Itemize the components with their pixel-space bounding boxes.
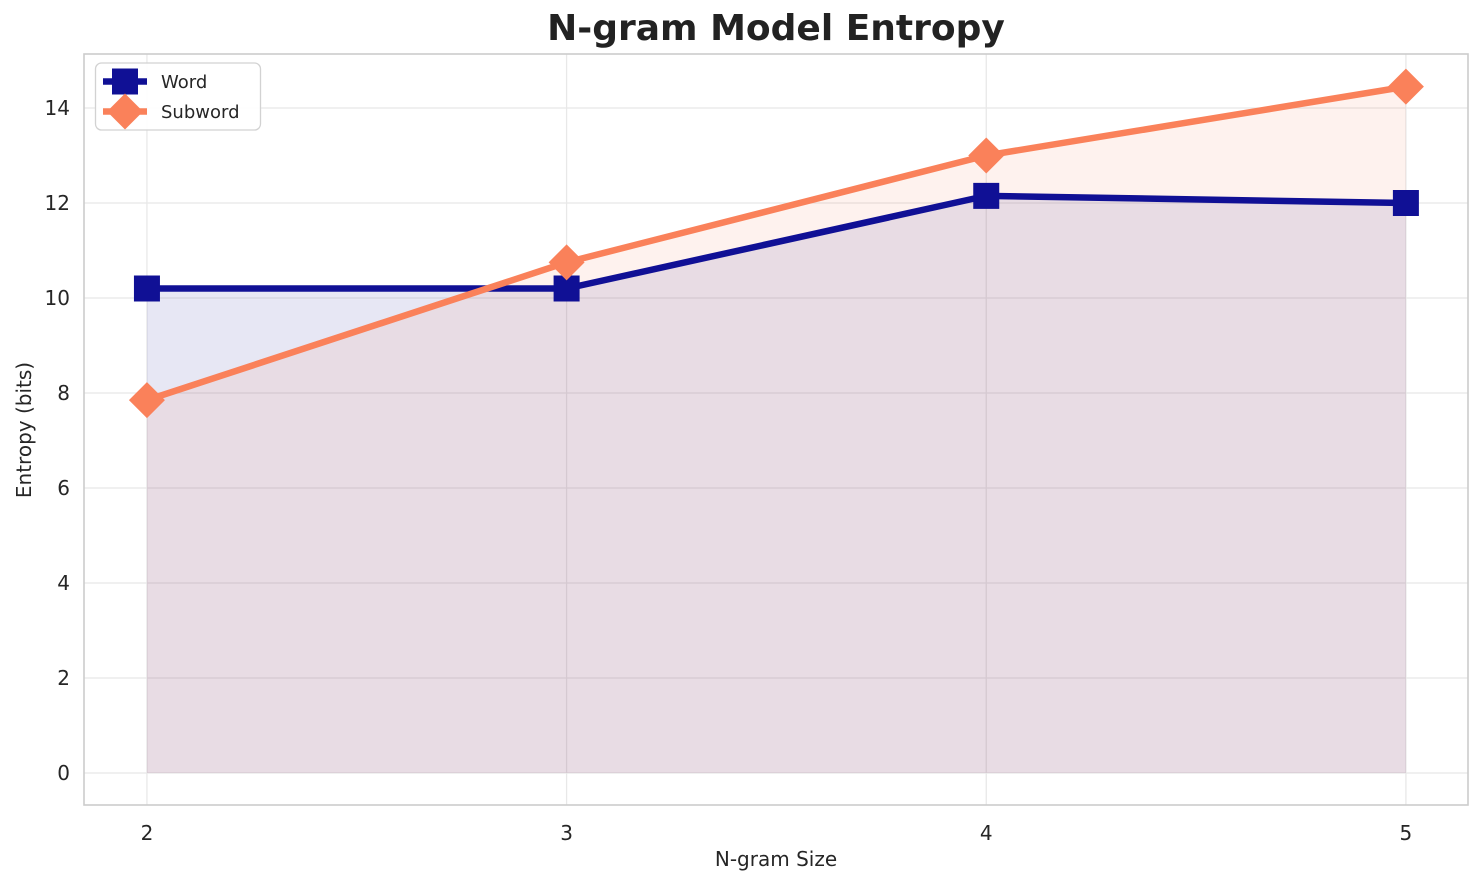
diamond-marker: [128, 382, 165, 419]
y-tick-label: 14: [45, 96, 70, 120]
legend-square-marker: [112, 68, 138, 95]
series-subword-fill: [146, 86, 1406, 773]
chart-title: N-gram Model Entropy: [547, 8, 1005, 49]
x-tick-labels: 2 3 4 5: [141, 821, 1413, 845]
square-marker: [973, 182, 1000, 209]
legend-item-subword: Subword: [103, 93, 240, 130]
x-tick-label: 4: [980, 821, 993, 845]
y-tick-label: 8: [57, 381, 70, 405]
series-line: [145, 83, 1407, 404]
diamond-marker: [968, 137, 1005, 174]
legend: Word Subword: [94, 62, 262, 131]
y-tick-label: 6: [57, 476, 70, 500]
series-word-fill: [146, 195, 1406, 773]
y-axis-label: Entropy (bits): [12, 362, 36, 498]
series-line: [146, 192, 1406, 292]
legend-diamond-marker: [107, 93, 143, 130]
x-axis-label: N-gram Size: [715, 847, 837, 871]
y-tick-label: 4: [57, 571, 70, 595]
y-tick-label: 12: [45, 191, 70, 215]
x-tick-label: 5: [1400, 821, 1413, 845]
square-marker: [133, 275, 160, 302]
x-tick-label: 3: [560, 821, 573, 845]
series-subword: [128, 68, 1424, 419]
legend-item-word: Word: [103, 68, 207, 95]
series-word: [133, 182, 1419, 302]
series-lines: [128, 68, 1424, 419]
y-tick-label: 2: [57, 666, 70, 690]
y-tick-label: 0: [57, 761, 70, 785]
diamond-marker: [548, 244, 585, 281]
square-marker: [1392, 190, 1419, 217]
y-tick-label: 10: [45, 286, 70, 310]
legend-label: Word: [161, 72, 207, 93]
legend-label: Subword: [161, 102, 240, 123]
x-tick-label: 2: [141, 821, 154, 845]
diamond-marker: [1387, 68, 1424, 105]
plot-border: [83, 53, 1469, 806]
gridlines: [84, 54, 1468, 805]
y-tick-labels: 0 2 4 6 8 10 12 14: [45, 96, 70, 785]
area-fills: [146, 86, 1406, 773]
